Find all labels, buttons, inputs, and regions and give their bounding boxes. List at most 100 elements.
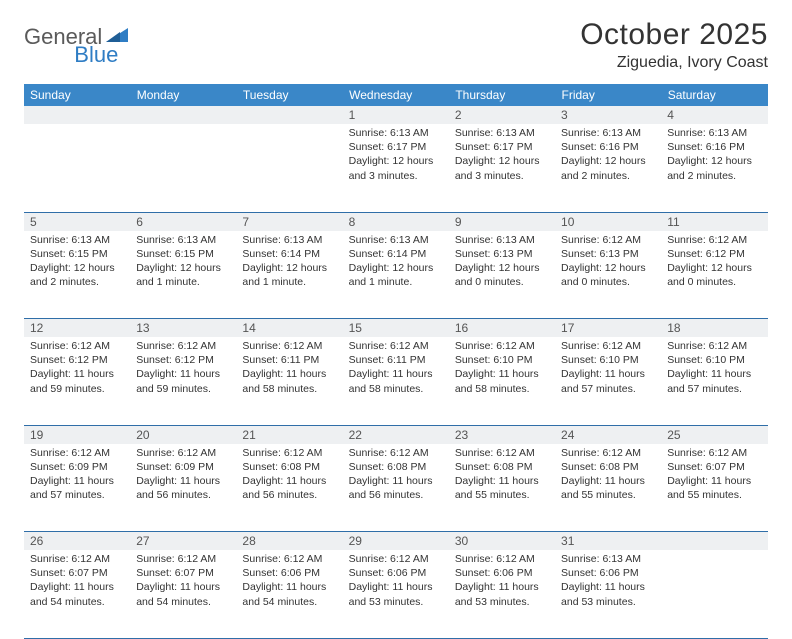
day-number: 12 bbox=[24, 319, 130, 338]
sunrise-text: Sunrise: 6:12 AM bbox=[30, 339, 124, 353]
day-cell: Sunrise: 6:13 AMSunset: 6:17 PMDaylight:… bbox=[449, 124, 555, 212]
brand-part2: Blue bbox=[74, 42, 118, 68]
daylight-text: Daylight: 12 hours and 1 minute. bbox=[349, 261, 443, 289]
sunrise-text: Sunrise: 6:13 AM bbox=[242, 233, 336, 247]
day-details: Sunrise: 6:12 AMSunset: 6:12 PMDaylight:… bbox=[130, 337, 236, 400]
daylight-text: Daylight: 12 hours and 3 minutes. bbox=[455, 154, 549, 182]
day-number: 11 bbox=[661, 212, 767, 231]
sunrise-text: Sunrise: 6:12 AM bbox=[349, 552, 443, 566]
daylight-text: Daylight: 12 hours and 0 minutes. bbox=[561, 261, 655, 289]
week-row: Sunrise: 6:12 AMSunset: 6:07 PMDaylight:… bbox=[24, 550, 768, 638]
day-cell: Sunrise: 6:12 AMSunset: 6:06 PMDaylight:… bbox=[449, 550, 555, 638]
sunset-text: Sunset: 6:06 PM bbox=[455, 566, 549, 580]
day-details: Sunrise: 6:12 AMSunset: 6:08 PMDaylight:… bbox=[236, 444, 342, 507]
day-number bbox=[236, 106, 342, 124]
sunrise-text: Sunrise: 6:12 AM bbox=[136, 446, 230, 460]
day-cell: Sunrise: 6:13 AMSunset: 6:16 PMDaylight:… bbox=[555, 124, 661, 212]
day-cell: Sunrise: 6:12 AMSunset: 6:08 PMDaylight:… bbox=[236, 444, 342, 532]
page-header: General Blue October 2025 Ziguedia, Ivor… bbox=[24, 18, 768, 72]
sunset-text: Sunset: 6:15 PM bbox=[30, 247, 124, 261]
day-number: 8 bbox=[343, 212, 449, 231]
sunset-text: Sunset: 6:08 PM bbox=[455, 460, 549, 474]
sunrise-text: Sunrise: 6:12 AM bbox=[561, 446, 655, 460]
day-header: Sunday bbox=[24, 84, 130, 106]
sunrise-text: Sunrise: 6:12 AM bbox=[667, 233, 761, 247]
sunset-text: Sunset: 6:09 PM bbox=[136, 460, 230, 474]
sunrise-text: Sunrise: 6:12 AM bbox=[136, 339, 230, 353]
daylight-text: Daylight: 11 hours and 53 minutes. bbox=[455, 580, 549, 608]
daylight-text: Daylight: 12 hours and 1 minute. bbox=[242, 261, 336, 289]
day-cell bbox=[24, 124, 130, 212]
daylight-text: Daylight: 11 hours and 54 minutes. bbox=[30, 580, 124, 608]
title-block: October 2025 Ziguedia, Ivory Coast bbox=[580, 18, 768, 72]
day-cell: Sunrise: 6:12 AMSunset: 6:10 PMDaylight:… bbox=[449, 337, 555, 425]
day-number: 28 bbox=[236, 532, 342, 551]
sunset-text: Sunset: 6:10 PM bbox=[667, 353, 761, 367]
daylight-text: Daylight: 12 hours and 2 minutes. bbox=[667, 154, 761, 182]
calendar-body: 1234Sunrise: 6:13 AMSunset: 6:17 PMDayli… bbox=[24, 106, 768, 638]
sunrise-text: Sunrise: 6:12 AM bbox=[349, 339, 443, 353]
day-number: 10 bbox=[555, 212, 661, 231]
day-cell: Sunrise: 6:13 AMSunset: 6:13 PMDaylight:… bbox=[449, 231, 555, 319]
day-cell bbox=[236, 124, 342, 212]
day-details: Sunrise: 6:13 AMSunset: 6:06 PMDaylight:… bbox=[555, 550, 661, 613]
sunrise-text: Sunrise: 6:13 AM bbox=[349, 126, 443, 140]
day-cell: Sunrise: 6:12 AMSunset: 6:07 PMDaylight:… bbox=[24, 550, 130, 638]
day-details: Sunrise: 6:12 AMSunset: 6:08 PMDaylight:… bbox=[555, 444, 661, 507]
daylight-text: Daylight: 11 hours and 58 minutes. bbox=[455, 367, 549, 395]
day-cell: Sunrise: 6:13 AMSunset: 6:15 PMDaylight:… bbox=[24, 231, 130, 319]
daylight-text: Daylight: 11 hours and 53 minutes. bbox=[349, 580, 443, 608]
day-cell bbox=[130, 124, 236, 212]
sunset-text: Sunset: 6:07 PM bbox=[30, 566, 124, 580]
daylight-text: Daylight: 11 hours and 54 minutes. bbox=[136, 580, 230, 608]
day-cell: Sunrise: 6:12 AMSunset: 6:13 PMDaylight:… bbox=[555, 231, 661, 319]
day-number: 25 bbox=[661, 425, 767, 444]
daylight-text: Daylight: 11 hours and 55 minutes. bbox=[561, 474, 655, 502]
day-number: 15 bbox=[343, 319, 449, 338]
day-cell: Sunrise: 6:12 AMSunset: 6:10 PMDaylight:… bbox=[555, 337, 661, 425]
sunrise-text: Sunrise: 6:12 AM bbox=[667, 446, 761, 460]
sunrise-text: Sunrise: 6:12 AM bbox=[561, 339, 655, 353]
day-details: Sunrise: 6:12 AMSunset: 6:09 PMDaylight:… bbox=[130, 444, 236, 507]
day-cell: Sunrise: 6:13 AMSunset: 6:15 PMDaylight:… bbox=[130, 231, 236, 319]
day-header-row: Sunday Monday Tuesday Wednesday Thursday… bbox=[24, 84, 768, 106]
day-details: Sunrise: 6:13 AMSunset: 6:13 PMDaylight:… bbox=[449, 231, 555, 294]
day-header: Saturday bbox=[661, 84, 767, 106]
day-number bbox=[24, 106, 130, 124]
day-number: 1 bbox=[343, 106, 449, 124]
sunset-text: Sunset: 6:15 PM bbox=[136, 247, 230, 261]
day-cell: Sunrise: 6:13 AMSunset: 6:17 PMDaylight:… bbox=[343, 124, 449, 212]
sunset-text: Sunset: 6:11 PM bbox=[242, 353, 336, 367]
week-row: Sunrise: 6:13 AMSunset: 6:15 PMDaylight:… bbox=[24, 231, 768, 319]
day-number: 19 bbox=[24, 425, 130, 444]
day-cell: Sunrise: 6:12 AMSunset: 6:12 PMDaylight:… bbox=[661, 231, 767, 319]
daynum-row: 262728293031 bbox=[24, 532, 768, 551]
day-cell: Sunrise: 6:12 AMSunset: 6:08 PMDaylight:… bbox=[555, 444, 661, 532]
sunrise-text: Sunrise: 6:12 AM bbox=[455, 552, 549, 566]
day-cell: Sunrise: 6:12 AMSunset: 6:12 PMDaylight:… bbox=[24, 337, 130, 425]
day-number: 3 bbox=[555, 106, 661, 124]
day-details: Sunrise: 6:13 AMSunset: 6:15 PMDaylight:… bbox=[130, 231, 236, 294]
daylight-text: Daylight: 11 hours and 53 minutes. bbox=[561, 580, 655, 608]
day-details: Sunrise: 6:13 AMSunset: 6:14 PMDaylight:… bbox=[236, 231, 342, 294]
sunset-text: Sunset: 6:13 PM bbox=[561, 247, 655, 261]
day-details: Sunrise: 6:12 AMSunset: 6:09 PMDaylight:… bbox=[24, 444, 130, 507]
day-number: 18 bbox=[661, 319, 767, 338]
daylight-text: Daylight: 11 hours and 55 minutes. bbox=[455, 474, 549, 502]
day-details: Sunrise: 6:12 AMSunset: 6:06 PMDaylight:… bbox=[343, 550, 449, 613]
daylight-text: Daylight: 11 hours and 57 minutes. bbox=[30, 474, 124, 502]
sunrise-text: Sunrise: 6:12 AM bbox=[242, 446, 336, 460]
sunrise-text: Sunrise: 6:13 AM bbox=[136, 233, 230, 247]
sunrise-text: Sunrise: 6:12 AM bbox=[30, 446, 124, 460]
day-details: Sunrise: 6:12 AMSunset: 6:07 PMDaylight:… bbox=[24, 550, 130, 613]
sunrise-text: Sunrise: 6:12 AM bbox=[455, 339, 549, 353]
day-number: 27 bbox=[130, 532, 236, 551]
sunset-text: Sunset: 6:08 PM bbox=[349, 460, 443, 474]
sunset-text: Sunset: 6:16 PM bbox=[667, 140, 761, 154]
week-row: Sunrise: 6:13 AMSunset: 6:17 PMDaylight:… bbox=[24, 124, 768, 212]
day-cell: Sunrise: 6:12 AMSunset: 6:06 PMDaylight:… bbox=[236, 550, 342, 638]
day-number: 2 bbox=[449, 106, 555, 124]
day-details: Sunrise: 6:12 AMSunset: 6:12 PMDaylight:… bbox=[24, 337, 130, 400]
daylight-text: Daylight: 11 hours and 56 minutes. bbox=[349, 474, 443, 502]
day-header: Tuesday bbox=[236, 84, 342, 106]
